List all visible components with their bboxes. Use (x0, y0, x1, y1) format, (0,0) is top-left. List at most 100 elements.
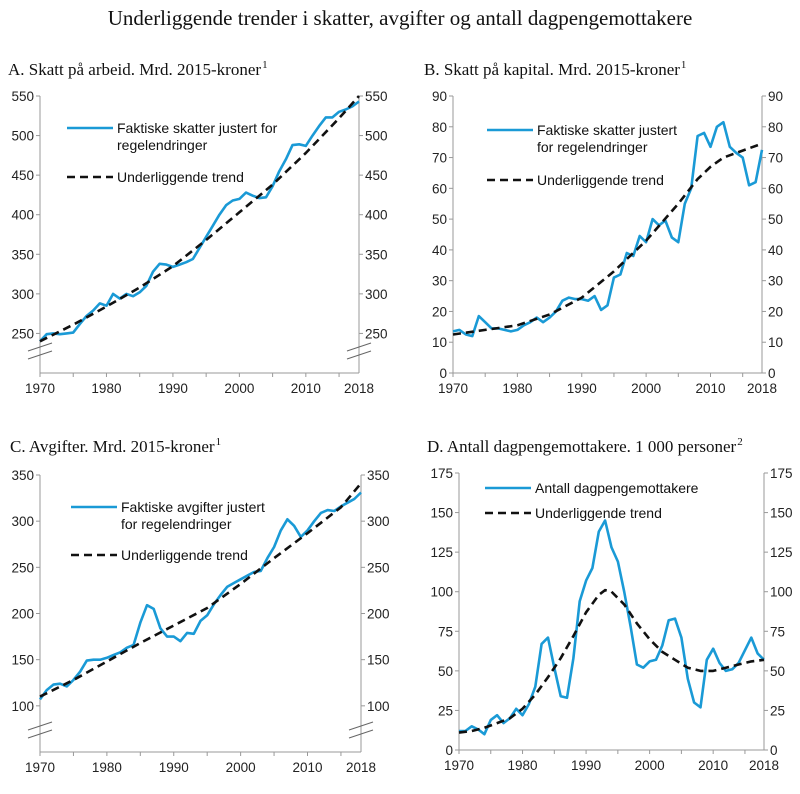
x-tick-label: 2018 (749, 758, 779, 773)
y-tick-label-right: 550 (365, 89, 388, 104)
x-tick-label: 2018 (344, 381, 374, 396)
y-tick-label-right: 350 (367, 468, 390, 483)
y-tick-label-right: 125 (770, 545, 793, 560)
y-tick-label-left: 300 (11, 514, 34, 529)
y-tick-label-left: 150 (430, 506, 453, 521)
panel-title: C. Avgifter. Mrd. 2015-kroner (10, 437, 215, 456)
y-tick-label-right: 0 (768, 366, 776, 381)
y-tick-label-right: 90 (768, 89, 783, 104)
trend-line (452, 142, 763, 336)
y-tick-label-right: 0 (770, 743, 778, 758)
y-tick-label-left: 500 (11, 129, 34, 144)
legend-label-actual: Faktiske avgifter justert (121, 499, 265, 515)
axis-break-mark (346, 350, 372, 360)
y-tick-label-right: 300 (365, 287, 388, 302)
x-tick-label: 2010 (291, 381, 321, 396)
legend-label-trend: Underliggende trend (117, 169, 244, 185)
y-tick-label-left: 150 (11, 653, 34, 668)
axis-break-mark (348, 729, 374, 739)
y-tick-label-left: 175 (430, 466, 453, 481)
y-tick-label-left: 0 (445, 743, 453, 758)
x-tick-label: 2000 (631, 381, 661, 396)
axis-break-mark (27, 342, 53, 352)
y-tick-label-right: 250 (365, 326, 388, 341)
y-tick-label-right: 75 (770, 624, 785, 639)
x-tick-label: 1980 (92, 760, 122, 775)
y-tick-label-left: 30 (432, 274, 447, 289)
y-tick-label-left: 70 (432, 151, 447, 166)
y-tick-label-left: 10 (432, 335, 447, 350)
x-tick-label: 2000 (224, 381, 254, 396)
legend-label-trend: Underliggende trend (535, 505, 662, 521)
footnote-marker: 2 (737, 436, 743, 448)
y-tick-label-right: 70 (768, 151, 783, 166)
y-tick-label-left: 350 (11, 247, 34, 262)
x-tick-label: 1970 (25, 760, 55, 775)
x-tick-label: 2018 (747, 381, 777, 396)
x-tick-label: 1970 (438, 381, 468, 396)
panel-title: D. Antall dagpengemottakere. 1 000 perso… (427, 437, 737, 456)
y-tick-label-right: 30 (768, 274, 783, 289)
x-tick-label: 1990 (571, 758, 601, 773)
axis-break-mark (346, 342, 372, 352)
y-tick-label-right: 450 (365, 168, 388, 183)
x-tick-label: 1990 (567, 381, 597, 396)
trend-line (39, 95, 360, 343)
x-tick-label: 1970 (444, 758, 474, 773)
x-tick-label: 1970 (25, 381, 55, 396)
legend: Antall dagpengemottakere Underliggende tr… (485, 480, 699, 521)
axis-break-mark (27, 729, 53, 739)
y-tick-label-right: 400 (365, 208, 388, 223)
legend-label-actual: for regelendringer (121, 516, 232, 532)
y-tick-label-left: 25 (438, 703, 453, 718)
x-tick-label: 1990 (158, 381, 188, 396)
y-tick-label-right: 40 (768, 243, 783, 258)
trend-line (39, 482, 362, 698)
y-tick-label-left: 75 (438, 624, 453, 639)
y-tick-label-left: 100 (430, 585, 453, 600)
y-tick-label-right: 50 (770, 664, 785, 679)
y-tick-label-right: 150 (770, 506, 793, 521)
axis-break-mark (27, 350, 53, 360)
legend-label-actual: Faktiske skatter justert for (117, 120, 278, 136)
y-tick-label-left: 20 (432, 304, 447, 319)
legend-label-actual: Faktiske skatter justert (537, 122, 677, 138)
x-tick-label: 2010 (292, 760, 322, 775)
y-tick-label-left: 250 (11, 326, 34, 341)
y-tick-label-right: 100 (367, 699, 390, 714)
y-tick-label-right: 200 (367, 607, 390, 622)
y-tick-label-right: 350 (365, 247, 388, 262)
x-tick-label: 1990 (159, 760, 189, 775)
y-tick-label-left: 450 (11, 168, 34, 183)
legend-label-actual: Antall dagpengemottakere (535, 480, 699, 496)
footnote-marker: 1 (216, 436, 222, 448)
y-tick-label-right: 150 (367, 653, 390, 668)
y-tick-label-left: 200 (11, 607, 34, 622)
panel-c: C. Avgifter. Mrd. 2015-kroner 1 100 100 150 1… (10, 436, 390, 775)
y-tick-label-left: 400 (11, 208, 34, 223)
actual-line (38, 491, 362, 701)
y-tick-label-right: 20 (768, 304, 783, 319)
axis-break-mark (348, 721, 374, 731)
legend-label-actual: regelendringer (117, 137, 208, 153)
axis-break-mark (27, 721, 53, 731)
y-tick-label-right: 300 (367, 514, 390, 529)
y-tick-label-left: 50 (432, 212, 447, 227)
x-tick-label: 2010 (695, 381, 725, 396)
y-tick-label-left: 125 (430, 545, 453, 560)
y-tick-label-right: 100 (770, 585, 793, 600)
y-tick-label-left: 550 (11, 89, 34, 104)
x-tick-label: 2018 (346, 760, 376, 775)
x-tick-label: 2000 (226, 760, 256, 775)
main-title: Underliggende trender i skatter, avgifte… (107, 6, 693, 30)
y-tick-label-left: 0 (439, 366, 447, 381)
x-tick-label: 2010 (698, 758, 728, 773)
legend-label-trend: Underliggende trend (537, 172, 664, 188)
footnote-marker: 1 (262, 59, 268, 71)
x-tick-label: 1980 (91, 381, 121, 396)
actual-line (452, 120, 764, 338)
panel-a: A. Skatt på arbeid. Mrd. 2015-kroner 1 250… (8, 59, 388, 396)
y-tick-label-left: 300 (11, 287, 34, 302)
y-tick-label-left: 80 (432, 120, 447, 135)
